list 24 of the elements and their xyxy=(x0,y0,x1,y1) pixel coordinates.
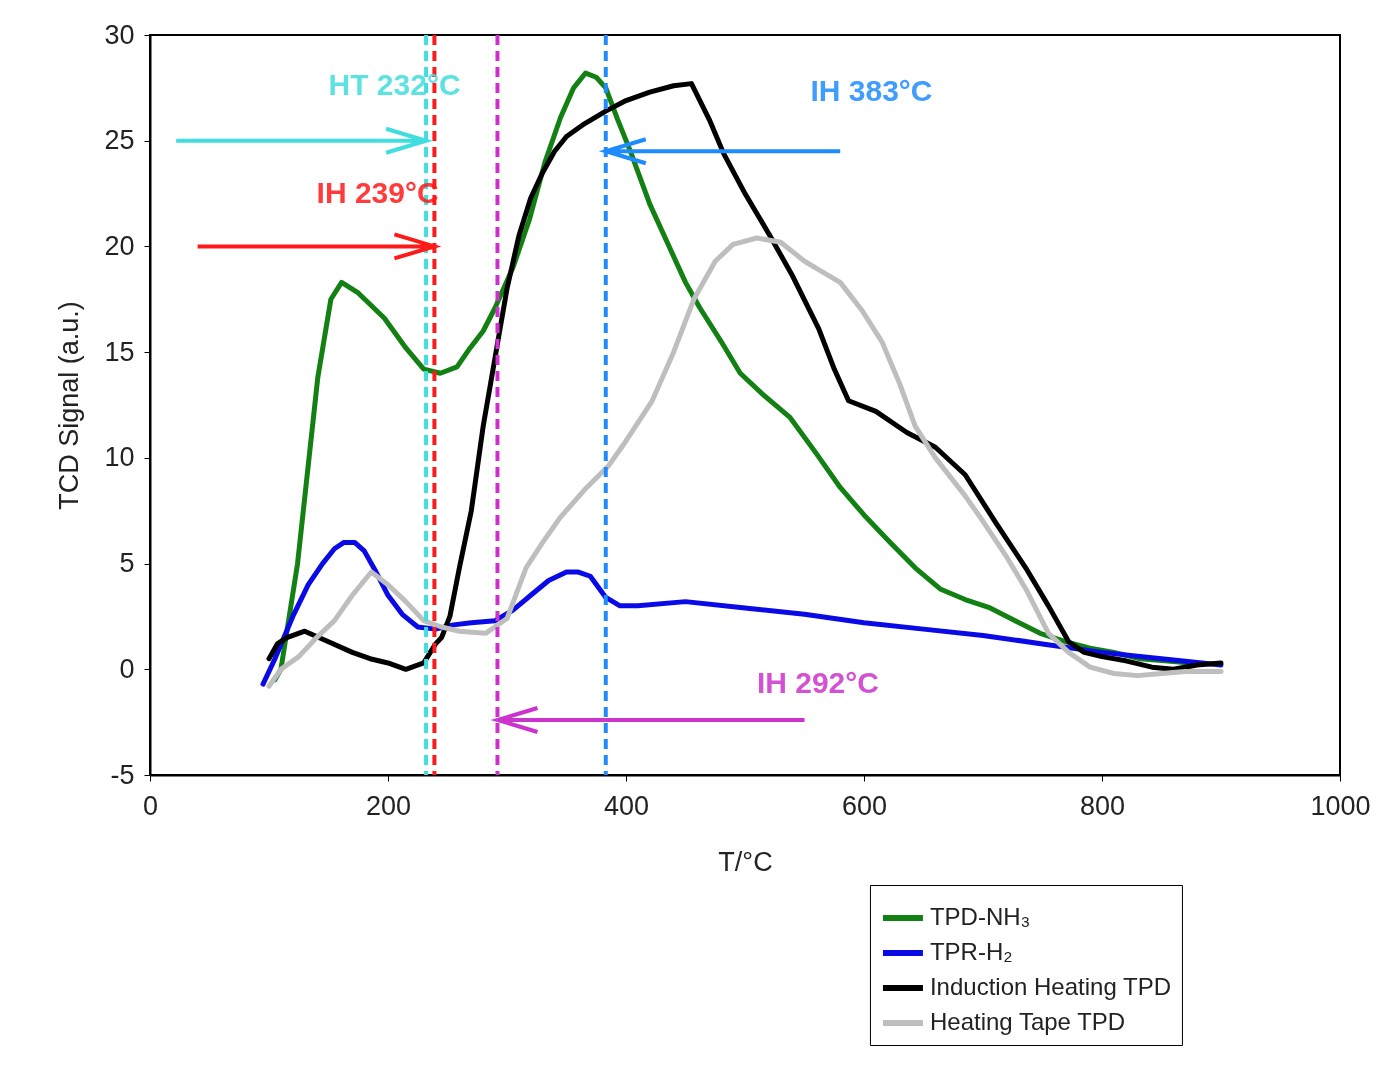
x-tick-label: 800 xyxy=(1079,790,1126,821)
legend-label: TPR-H₂ xyxy=(929,938,1013,965)
x-tick-label: 0 xyxy=(142,790,159,821)
y-tick-label: 25 xyxy=(104,125,135,156)
ref-line-label: IH 292°C xyxy=(756,666,879,700)
y-tick-label: 20 xyxy=(104,230,135,261)
y-tick-label: 15 xyxy=(104,336,135,367)
ref-line-label: HT 232°C xyxy=(328,67,461,101)
y-tick-label: 10 xyxy=(104,442,135,473)
y-tick-label: 30 xyxy=(104,19,135,50)
y-tick-label: -5 xyxy=(110,759,135,790)
x-tick-label: 400 xyxy=(603,790,650,821)
x-tick-label: 600 xyxy=(841,790,888,821)
y-axis-title: TCD Signal (a.u.) xyxy=(54,301,85,510)
legend-label: TPD-NH₃ xyxy=(929,903,1031,930)
x-tick-label: 200 xyxy=(365,790,412,821)
y-tick-label: 5 xyxy=(119,548,135,579)
y-tick-label: 0 xyxy=(119,653,135,684)
x-axis-title: T/°C xyxy=(718,846,773,877)
legend-label: Heating Tape TPD xyxy=(929,1008,1126,1035)
ref-line-label: IH 239°C xyxy=(316,175,439,209)
legend-label: Induction Heating TPD xyxy=(929,973,1171,1000)
x-tick-label: 1000 xyxy=(1310,790,1371,821)
ref-line-label: IH 383°C xyxy=(810,74,933,108)
